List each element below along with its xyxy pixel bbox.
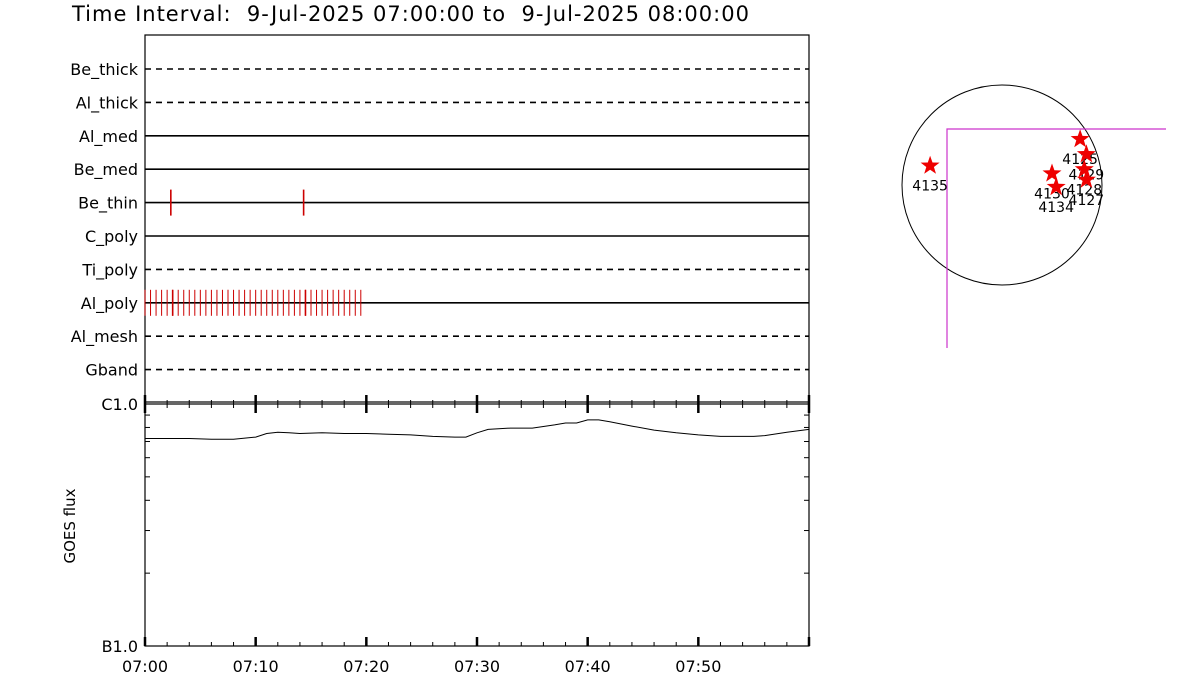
region-star-4130 bbox=[1042, 163, 1062, 182]
y-axis-label: GOES flux bbox=[61, 488, 79, 563]
row-label-al_med: Al_med bbox=[79, 127, 138, 147]
y-tick-label: B1.0 bbox=[102, 637, 138, 656]
row-label-gband: Gband bbox=[85, 361, 138, 380]
goes-flux-line bbox=[145, 419, 810, 440]
x-tick-label: 07:10 bbox=[233, 657, 279, 676]
solar-disk-panel: 4125413541294128413041344127 bbox=[901, 84, 1166, 348]
row-label-al_mesh: Al_mesh bbox=[71, 327, 138, 347]
region-label-4127: 4127 bbox=[1069, 193, 1105, 209]
timeline-frame bbox=[144, 34, 810, 403]
row-label-be_thick: Be_thick bbox=[70, 60, 138, 80]
x-tick-label: 07:40 bbox=[565, 657, 611, 676]
instrument-fov bbox=[946, 128, 1166, 348]
plot-title: Time Interval: 9-Jul-2025 07:00:00 to 9-… bbox=[72, 2, 750, 26]
goes-frame bbox=[144, 403, 810, 647]
filter-timeline-panel: Be_thick Al_thick Al_med Be_med Be_thin C_pol… bbox=[70, 34, 810, 403]
row-label-be_med: Be_med bbox=[74, 160, 138, 180]
region-label-4135: 4135 bbox=[912, 179, 948, 195]
x-tick-label: 07:50 bbox=[675, 657, 721, 676]
solar-limb bbox=[901, 84, 1103, 286]
region-star-4134 bbox=[1046, 177, 1066, 196]
region-star-4127 bbox=[1076, 169, 1096, 188]
row-label-al_poly: Al_poly bbox=[81, 294, 138, 314]
region-label-4128: 4128 bbox=[1066, 182, 1102, 198]
row-label-c_poly: C_poly bbox=[85, 227, 138, 247]
row-label-ti_poly: Ti_poly bbox=[81, 260, 138, 280]
row-label-be_thin: Be_thin bbox=[78, 194, 138, 214]
region-label-4134: 4134 bbox=[1038, 200, 1074, 216]
x-tick-label: 07:30 bbox=[454, 657, 500, 676]
region-star-4129 bbox=[1076, 144, 1096, 163]
y-tick-label: C1.0 bbox=[101, 395, 138, 414]
x-tick-label: 07:20 bbox=[343, 657, 389, 676]
region-label-4130: 4130 bbox=[1034, 187, 1070, 203]
row-label-al_thick: Al_thick bbox=[76, 93, 139, 113]
goes-flux-panel: B1.0 C1.0 GOES flux 07:00 07:10 07:20 07:30 07:… bbox=[61, 395, 811, 676]
region-star-4135 bbox=[920, 155, 940, 174]
region-star-4125 bbox=[1070, 129, 1090, 148]
region-label-4125: 4125 bbox=[1062, 152, 1098, 168]
region-star-4128 bbox=[1074, 159, 1094, 178]
x-tick-label: 07:00 bbox=[122, 657, 168, 676]
